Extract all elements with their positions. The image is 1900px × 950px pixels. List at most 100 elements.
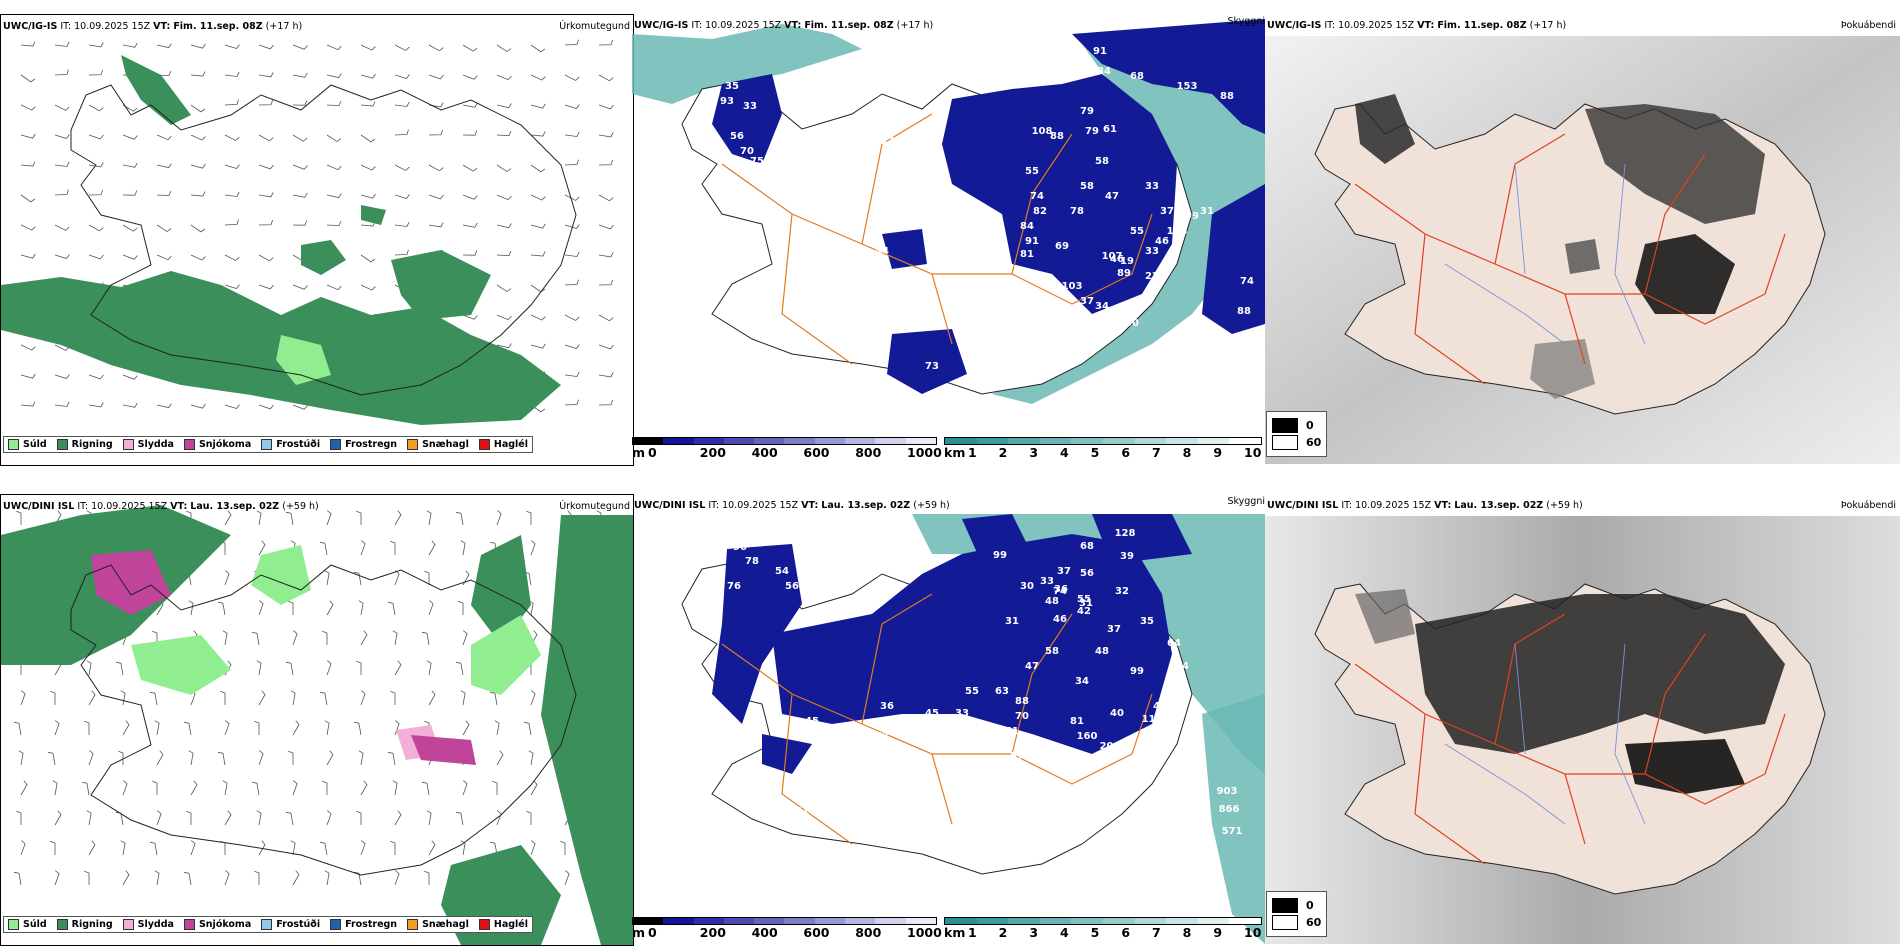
wind-barb xyxy=(285,811,294,826)
colorbar-cell xyxy=(1197,438,1230,444)
wind-barb xyxy=(120,690,126,706)
colorbar-tick: 1 xyxy=(968,925,977,940)
fog-key-label: 60 xyxy=(1306,916,1322,929)
wind-barb xyxy=(20,133,36,139)
wind-barb xyxy=(292,870,300,886)
cloud-base-value: 903 xyxy=(1217,786,1238,797)
field-name: Þokuábendi xyxy=(1840,20,1896,31)
wind-barb xyxy=(20,74,36,83)
cloud-base-value: 123 xyxy=(1002,761,1023,772)
cloud-base-value: 33 xyxy=(1040,576,1054,587)
wind-barb xyxy=(88,840,96,856)
legend-swatch xyxy=(56,439,68,450)
wind-barb xyxy=(564,224,580,229)
legend-label: Haglél xyxy=(493,439,528,450)
legend-item: Snæhagl xyxy=(407,439,469,450)
wind-barb xyxy=(489,691,498,706)
wind-barb xyxy=(122,42,138,48)
legend-label: Súld xyxy=(23,439,47,450)
wind-barb xyxy=(360,630,368,646)
model-name: UWC/DINI ISL xyxy=(3,501,75,512)
fog-indicator-map-row2: UWC/DINI ISL IT: 10.09.2025 15Z VT: Lau.… xyxy=(1265,494,1900,944)
wind-barb xyxy=(394,720,400,736)
valid-time: Lau. 13.sep. 02Z xyxy=(821,500,911,511)
precip-type-map-row1: UWC/IG-IS IT: 10.09.2025 15Z VT: Fim. 11… xyxy=(0,14,634,466)
cloud-base-value: 56 xyxy=(730,131,744,142)
road-network xyxy=(1354,133,1786,385)
wind-barb xyxy=(394,570,400,586)
colorbar-tick: 7 xyxy=(1152,925,1161,940)
wind-barb xyxy=(292,284,308,290)
road-network xyxy=(1354,613,1786,865)
wind-barb xyxy=(598,372,614,378)
wind-barb xyxy=(18,750,24,766)
colorbar-strip xyxy=(632,437,937,445)
wind-barb xyxy=(496,223,512,229)
wind-barb xyxy=(428,164,444,172)
cloud-base-value: 56 xyxy=(785,581,799,592)
wind-barb xyxy=(496,44,512,53)
fog-key-swatch xyxy=(1272,435,1298,450)
field-name: Úrkomutegund xyxy=(559,21,630,32)
colorbar-tick: 9 xyxy=(1213,925,1223,940)
cloud-base-value: 34 xyxy=(965,336,979,347)
wind-barb xyxy=(122,870,130,886)
wind-barb xyxy=(20,401,36,407)
init-time: IT: 10.09.2025 15Z xyxy=(708,500,799,511)
wind-barb xyxy=(424,870,430,885)
field-name: Þokuábendi xyxy=(1840,500,1896,511)
cloud-base-value: 99 xyxy=(875,754,889,765)
cloud-base-value: 74 xyxy=(1240,276,1254,287)
cloud-base-value: 56 xyxy=(1080,568,1094,579)
cloud-base-value: 82 xyxy=(1033,206,1047,217)
visibility-band xyxy=(992,39,1265,404)
cloud-base-value: 78 xyxy=(745,556,759,567)
wind-barb xyxy=(598,399,614,406)
lead-time: (+59 h) xyxy=(1546,500,1583,511)
cloud-base-value: 206 xyxy=(1100,741,1121,752)
legend-item: Rigning xyxy=(56,439,113,450)
legend-swatch xyxy=(122,919,134,930)
cloud-base-value: 78 xyxy=(1070,206,1084,217)
legend-item: Súld xyxy=(8,919,47,930)
wind-barb xyxy=(224,164,240,169)
wind-barb xyxy=(360,840,366,856)
cloud-base-value: 58 xyxy=(1080,181,1094,192)
wind-barb xyxy=(54,870,60,886)
wind-barb xyxy=(118,750,124,765)
colorbar-cell xyxy=(945,918,977,924)
colorbar-unit: m xyxy=(632,445,646,460)
wind-barb xyxy=(292,134,308,142)
cloud-base-value: 76 xyxy=(727,581,741,592)
legend-item: Súld xyxy=(8,439,47,450)
rain-area xyxy=(391,250,491,320)
cloud-base-value: 153 xyxy=(1177,81,1198,92)
wind-barb xyxy=(492,780,498,795)
wind-barb xyxy=(598,74,614,82)
cloud-base-value: 99 xyxy=(993,550,1007,561)
colorbar-cell xyxy=(754,918,785,924)
colorbar-cell xyxy=(1039,918,1072,924)
cloud-base-value: 63 xyxy=(990,761,1004,772)
cloud-base-value: 114 xyxy=(1167,226,1188,237)
colorbar-tick: 4 xyxy=(1060,445,1069,460)
rain-area xyxy=(541,515,633,945)
wind-barb xyxy=(20,104,36,111)
legend-label: Snæhagl xyxy=(422,919,469,930)
valid-time: Lau. 13.sep. 02Z xyxy=(1454,500,1544,511)
wind-barb xyxy=(455,661,464,676)
wind-barb xyxy=(190,71,206,77)
wind-barb xyxy=(122,780,128,796)
visibility-colorbar: km 1 2 3 4 5 6 7 8 9 10 xyxy=(944,437,1262,460)
wind-barb xyxy=(319,841,328,856)
legend-swatch xyxy=(407,439,419,450)
cloud-base-value: 39 xyxy=(975,321,989,332)
low-cloud-land xyxy=(762,734,812,774)
cloud-base-value: 93 xyxy=(720,96,734,107)
legend-label: Rigning xyxy=(71,439,113,450)
cloud-base-value: 46 xyxy=(1053,614,1067,625)
wind-barb xyxy=(324,870,330,886)
wind-barb xyxy=(285,661,294,676)
wind-barb xyxy=(489,841,498,856)
